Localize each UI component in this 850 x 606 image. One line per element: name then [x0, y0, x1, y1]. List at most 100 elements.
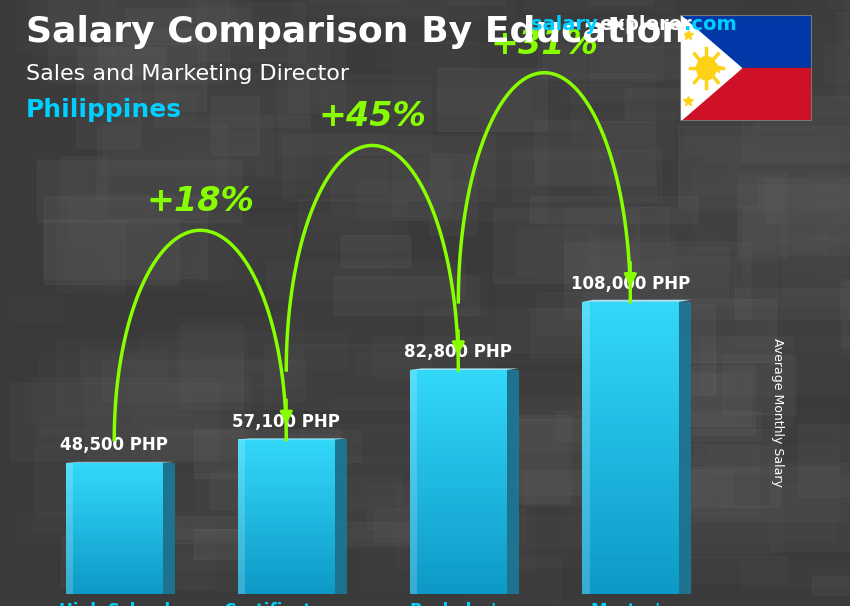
Bar — [17, 511, 196, 543]
Bar — [317, 395, 482, 448]
Bar — [238, 450, 335, 452]
Bar — [673, 73, 731, 127]
Bar — [102, 115, 274, 174]
Bar — [276, 74, 429, 154]
Bar — [36, 428, 246, 516]
Bar — [238, 488, 335, 491]
Bar — [581, 443, 679, 448]
Bar — [680, 15, 812, 68]
Bar — [423, 308, 621, 352]
Bar — [581, 467, 679, 472]
Bar — [65, 546, 163, 548]
Bar — [410, 538, 507, 542]
Bar — [585, 261, 671, 341]
Bar — [410, 553, 507, 556]
Bar — [238, 507, 335, 509]
Bar — [779, 473, 850, 523]
Bar — [581, 433, 679, 438]
Bar — [758, 169, 850, 224]
Bar — [153, 431, 360, 462]
Bar — [419, 371, 569, 407]
Bar — [238, 548, 335, 550]
Bar — [238, 465, 335, 468]
Bar — [319, 146, 446, 227]
Bar — [229, 72, 324, 122]
Bar — [65, 524, 163, 526]
Bar — [565, 207, 669, 289]
Bar — [410, 385, 507, 388]
Text: explorer: explorer — [599, 15, 692, 34]
Bar — [465, 419, 672, 494]
Bar — [581, 428, 679, 433]
Bar — [76, 70, 140, 148]
Bar — [701, 336, 850, 395]
Bar — [535, 121, 654, 184]
Bar — [65, 496, 163, 498]
Bar — [199, 213, 391, 279]
Bar — [840, 279, 850, 347]
Bar — [65, 489, 163, 491]
Bar — [65, 533, 163, 535]
Bar — [581, 448, 679, 453]
Polygon shape — [238, 438, 347, 439]
Bar — [10, 384, 218, 460]
Bar — [244, 227, 292, 248]
Bar — [238, 584, 335, 586]
Bar — [581, 579, 679, 584]
Bar — [538, 46, 717, 78]
Bar — [817, 34, 850, 58]
Bar — [238, 527, 335, 530]
Bar — [65, 500, 163, 502]
Bar — [530, 308, 667, 358]
Bar — [337, 458, 476, 525]
Bar — [238, 491, 335, 493]
Bar — [410, 583, 507, 587]
Bar — [707, 446, 781, 478]
Bar — [410, 370, 417, 594]
Bar — [65, 576, 163, 579]
Bar — [557, 411, 761, 441]
Bar — [259, 497, 417, 547]
Bar — [184, 141, 292, 207]
Bar — [238, 568, 335, 571]
Bar — [238, 442, 335, 445]
Bar — [65, 570, 163, 572]
Bar — [625, 88, 715, 119]
Bar — [238, 565, 335, 568]
Bar — [410, 523, 507, 527]
Bar — [61, 536, 148, 587]
Bar — [238, 439, 246, 594]
Bar — [291, 28, 352, 108]
Bar — [65, 557, 163, 559]
Bar — [175, 516, 264, 538]
Bar — [410, 370, 507, 374]
Bar — [744, 209, 850, 285]
Bar — [527, 207, 722, 283]
Bar — [197, 3, 305, 61]
Bar — [99, 0, 248, 36]
Bar — [729, 273, 850, 346]
Bar — [410, 478, 507, 482]
Bar — [581, 409, 679, 414]
Bar — [410, 464, 507, 467]
Bar — [233, 474, 290, 558]
Bar — [623, 439, 671, 476]
Bar — [65, 469, 163, 471]
Bar — [65, 507, 163, 508]
Bar — [583, 291, 660, 345]
Bar — [581, 574, 679, 579]
Bar — [410, 441, 507, 445]
Bar — [797, 424, 850, 496]
Bar — [77, 47, 166, 75]
Bar — [65, 587, 163, 590]
Bar — [694, 353, 781, 399]
Bar — [581, 516, 679, 521]
Bar — [65, 550, 163, 552]
Bar — [388, 75, 464, 130]
Bar — [65, 526, 163, 528]
Bar — [410, 501, 507, 504]
Bar — [734, 288, 850, 319]
Bar — [589, 30, 792, 98]
Bar — [298, 199, 407, 248]
Bar — [525, 310, 647, 382]
